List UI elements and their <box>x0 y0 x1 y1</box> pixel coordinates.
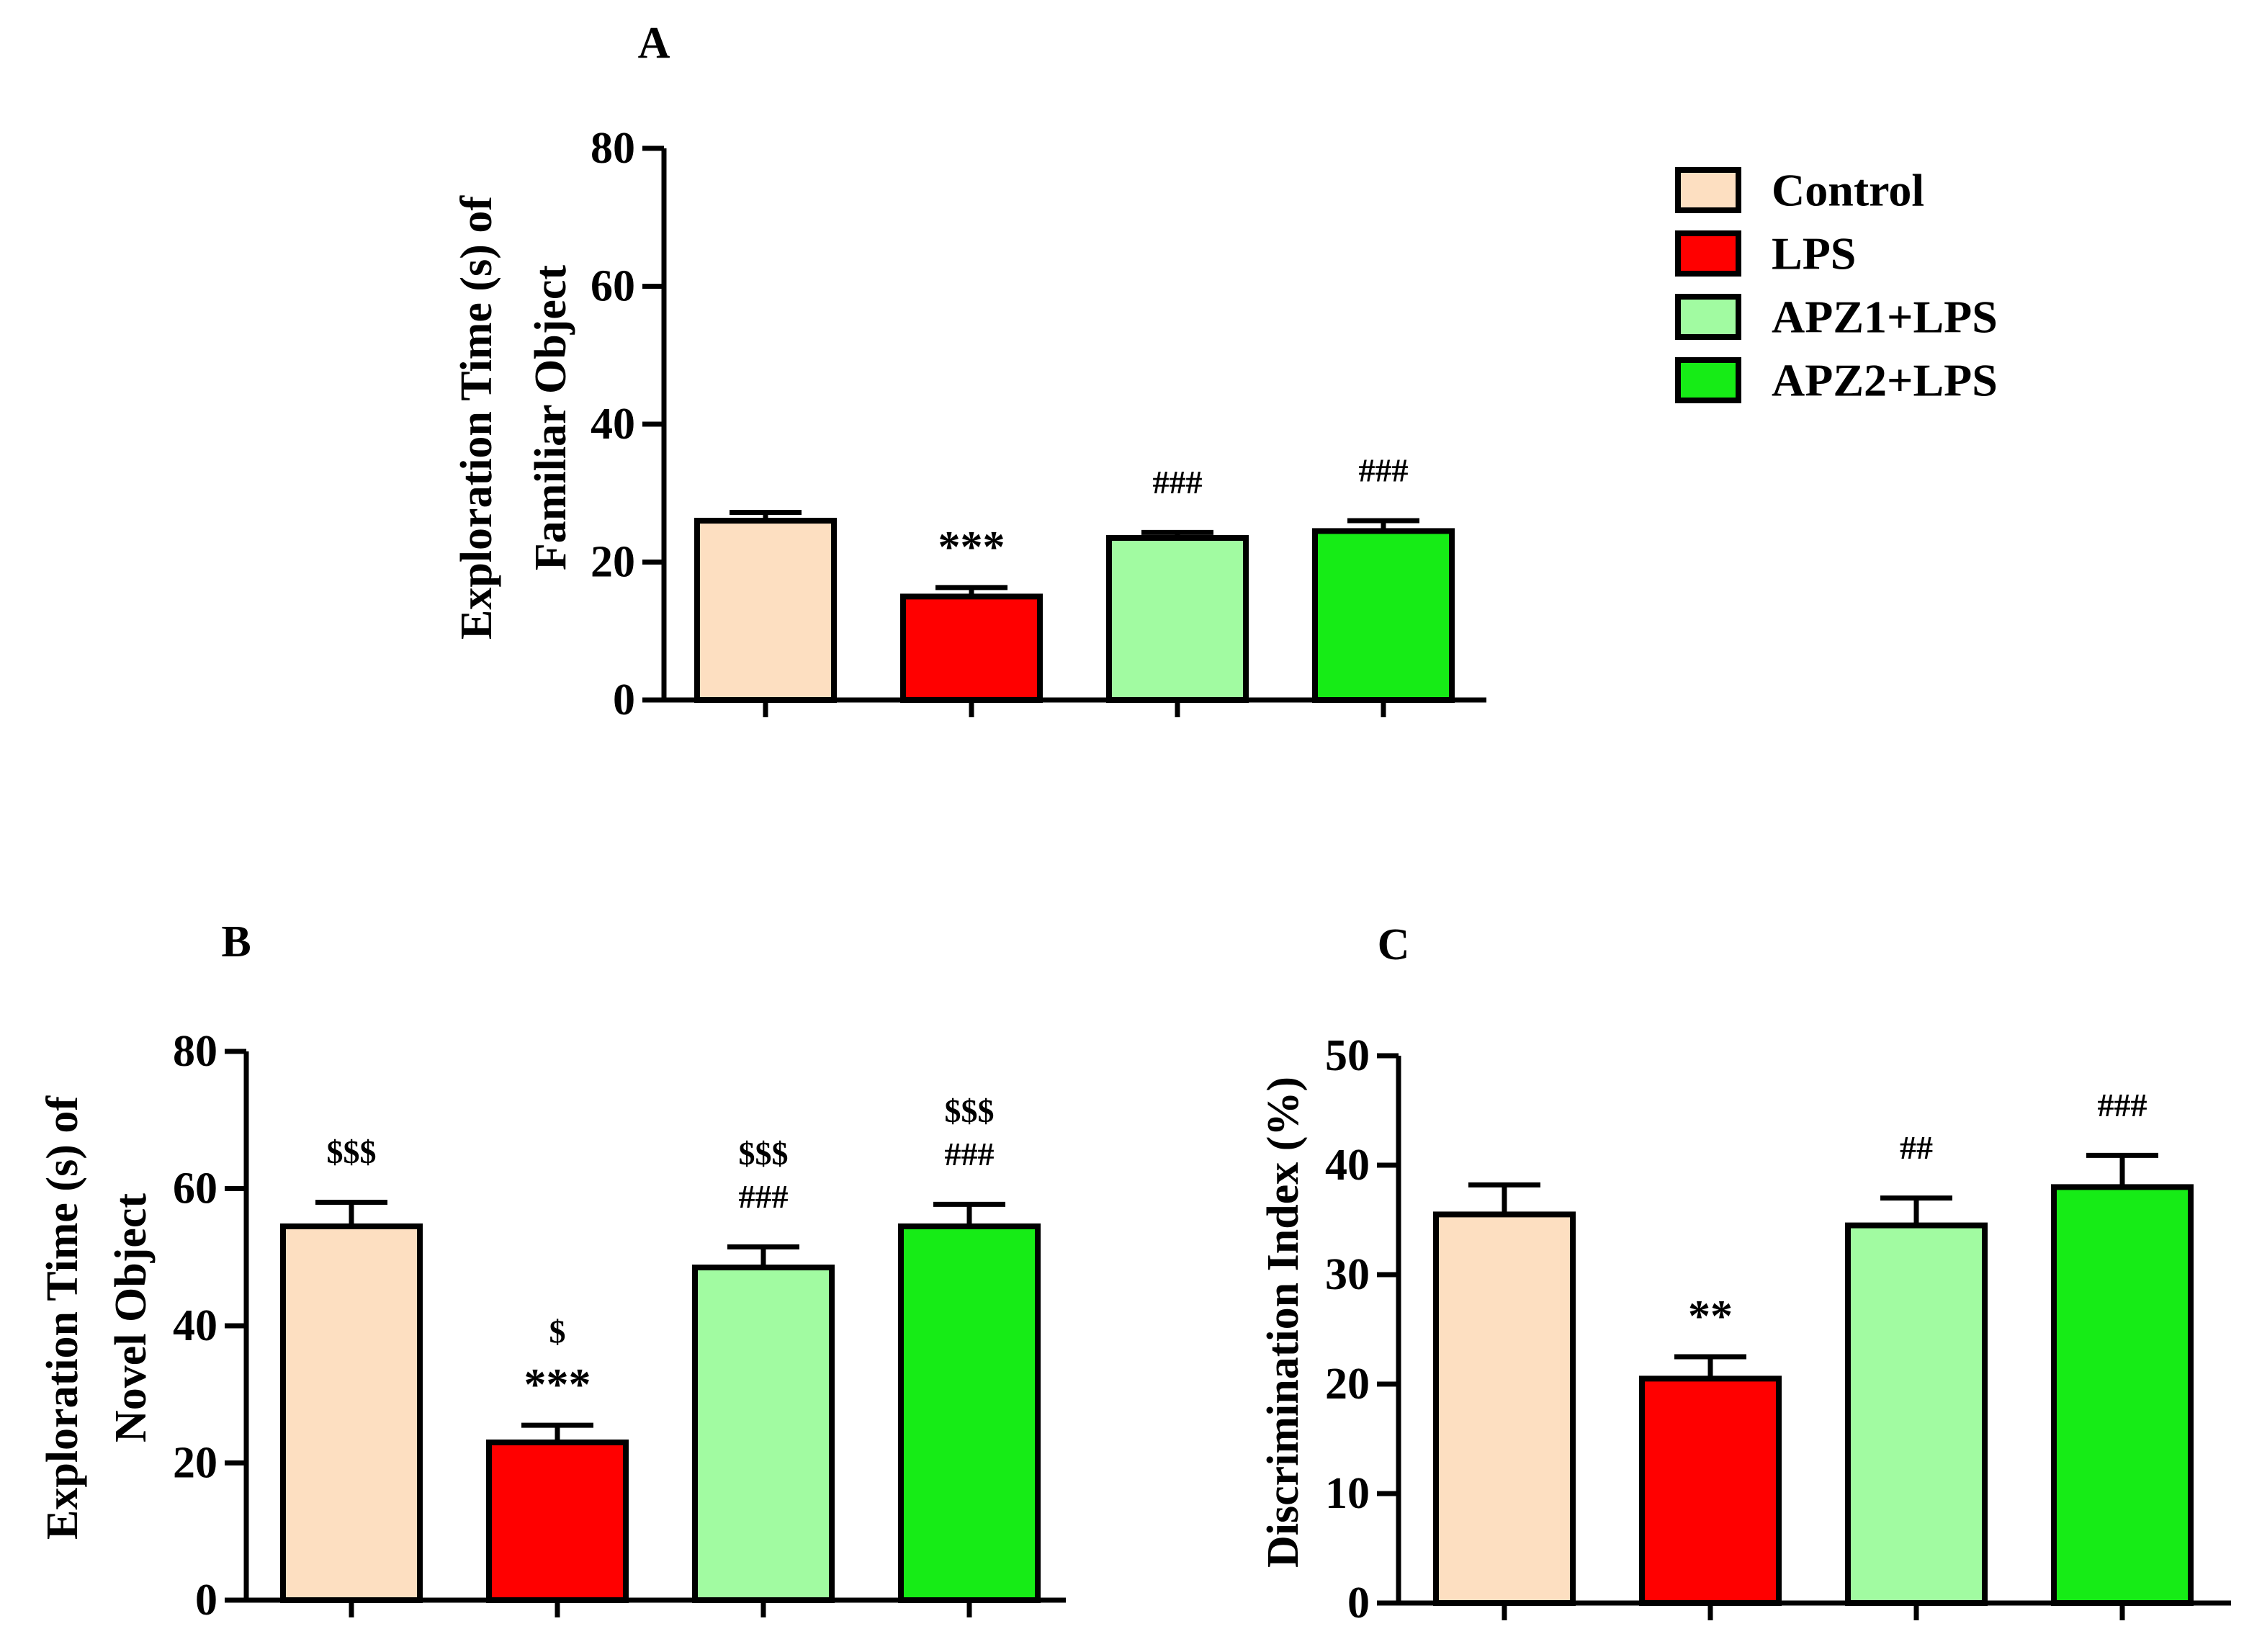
y-tick-label: 0 <box>613 675 635 724</box>
significance-label: $$$ <box>945 1092 995 1129</box>
bar-control <box>694 518 837 703</box>
y-tick-label: 20 <box>1325 1360 1370 1409</box>
significance-label: ### <box>739 1178 789 1215</box>
y-tick-label: 0 <box>1347 1579 1370 1628</box>
y-tick-label: 80 <box>173 1027 217 1076</box>
legend-swatch-apz2-lps <box>1675 357 1741 403</box>
significance-label: *** <box>524 1360 591 1409</box>
legend-label: LPS <box>1772 228 1856 279</box>
y-axis-label: Exploration Time (s) of <box>452 195 501 639</box>
significance-label: ## <box>1900 1129 1933 1166</box>
y-tick-label: 60 <box>591 262 635 311</box>
bar-apz2-lps <box>898 1223 1041 1603</box>
y-axis-label: Exploration Time (s) of <box>38 1095 87 1540</box>
significance-label: *** <box>938 523 1005 572</box>
bar-control <box>1433 1211 1576 1606</box>
bar-lps <box>1639 1375 1782 1607</box>
legend-swatch-lps <box>1675 230 1741 277</box>
significance-label: $$$ <box>739 1135 789 1172</box>
panel-a: A Exploration Time (s) of Familiar Object 0… <box>452 19 1486 724</box>
bar-lps <box>900 593 1043 703</box>
y-tick-label: 20 <box>591 538 635 587</box>
significance-label: ### <box>1359 452 1409 489</box>
panel-b: B Exploration Time (s) of Novel Object 0 20 4… <box>38 917 1066 1625</box>
bar-apz2-lps <box>1312 528 1455 703</box>
significance-label: ### <box>945 1136 995 1172</box>
y-axis-label: Novel Object <box>107 1193 156 1442</box>
significance-label: $$$ <box>327 1133 377 1170</box>
y-tick-label: 60 <box>173 1164 217 1213</box>
y-tick-label: 10 <box>1325 1469 1370 1518</box>
legend: Control LPS APZ1+LPS APZ2+LPS <box>1675 165 1998 406</box>
legend-label: APZ1+LPS <box>1772 292 1998 343</box>
legend-swatch-apz1-lps <box>1675 294 1741 340</box>
y-tick-label: 30 <box>1325 1250 1370 1299</box>
y-tick-label: 50 <box>1325 1031 1370 1080</box>
y-tick-label: 40 <box>1325 1141 1370 1190</box>
significance-label: $ <box>549 1314 566 1350</box>
panel-title-c: C <box>1378 920 1410 969</box>
y-tick-label: 20 <box>173 1439 217 1488</box>
legend-label: Control <box>1772 165 1924 216</box>
y-axis-label: Familiar Object <box>526 265 575 570</box>
panel-c: C Discrimination Index (%) 0 10 20 30 40 50 ** ##… <box>1259 920 2231 1628</box>
bar-lps <box>486 1439 629 1604</box>
significance-label: ** <box>1688 1292 1733 1341</box>
significance-label: ### <box>2098 1087 2147 1123</box>
bar-apz1-lps <box>1106 534 1249 703</box>
y-axis-label: Discrimination Index (%) <box>1259 1077 1308 1568</box>
y-tick-label: 40 <box>173 1301 217 1350</box>
legend-label: APZ2+LPS <box>1772 355 1998 406</box>
panel-title-b: B <box>221 917 251 966</box>
y-tick-label: 40 <box>591 400 635 449</box>
y-tick-label: 0 <box>195 1576 217 1625</box>
legend-swatch-control <box>1675 167 1741 213</box>
significance-label: ### <box>1153 464 1203 500</box>
bar-apz1-lps <box>692 1265 835 1603</box>
bar-control <box>280 1223 423 1603</box>
y-tick-label: 80 <box>591 124 635 173</box>
bar-apz2-lps <box>2051 1184 2194 1606</box>
bar-apz1-lps <box>1845 1222 1988 1606</box>
panel-title-a: A <box>638 19 670 68</box>
